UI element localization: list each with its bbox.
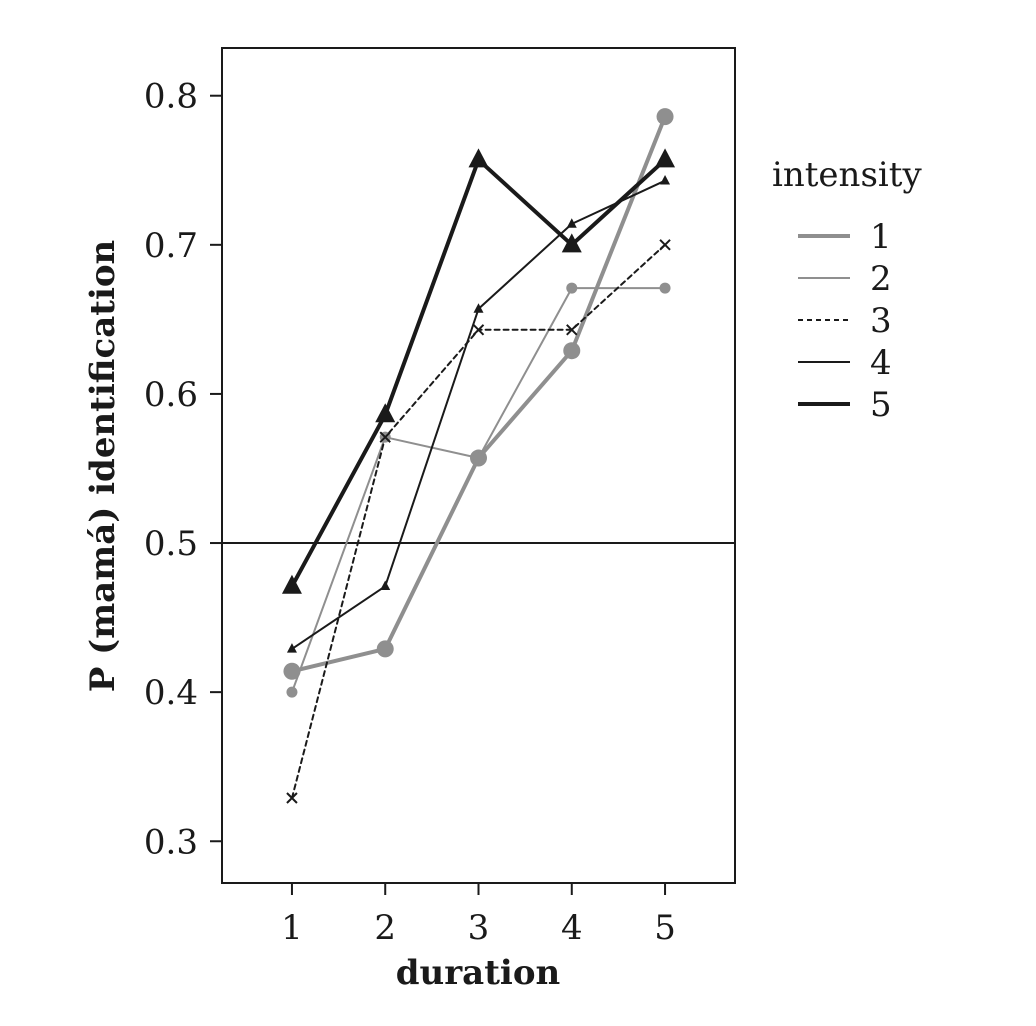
data-point-series-3 (566, 324, 578, 336)
x-axis: 1 2 3 4 5 (281, 883, 676, 948)
data-point-series-3 (286, 792, 298, 804)
data-point-series-1 (376, 640, 394, 658)
y-tick-label: 0.4 (144, 673, 198, 713)
series-line-3 (291, 243, 666, 799)
data-point-series-1 (283, 662, 301, 680)
legend-label-1: 1 (870, 217, 892, 257)
data-point-series-1 (563, 342, 581, 360)
y-axis-title: P (mamá) identification (83, 240, 123, 693)
y-tick-label: 0.6 (144, 375, 198, 415)
data-point-series-3 (659, 239, 671, 251)
x-tick-label: 3 (468, 908, 490, 948)
data-point-series-4 (380, 580, 391, 591)
series-line-1 (290, 114, 667, 674)
data-point-series-4 (473, 303, 484, 313)
data-point-series-5 (375, 403, 396, 423)
data-point-series-5 (468, 148, 489, 168)
series-markers (281, 108, 676, 804)
data-point-series-4 (286, 643, 297, 653)
y-tick-label: 0.8 (144, 77, 198, 117)
data-point-series-3 (472, 324, 485, 336)
y-tick-label: 0.5 (144, 524, 198, 564)
legend-title: intensity (772, 155, 922, 195)
data-point-series-2 (659, 282, 671, 294)
data-point-series-2 (286, 686, 298, 698)
x-axis-title: duration (396, 953, 560, 993)
data-point-series-1 (656, 108, 674, 126)
x-tick-label: 5 (654, 908, 676, 948)
y-axis: 0.3 0.4 0.5 0.6 0.7 0.8 (144, 77, 222, 862)
y-tick-label: 0.7 (144, 226, 198, 266)
legend-label-3: 3 (870, 301, 892, 341)
data-point-series-4 (660, 174, 671, 185)
data-point-series-5 (655, 148, 676, 168)
data-point-series-5 (281, 574, 302, 594)
x-tick-label: 1 (281, 908, 303, 948)
legend-label-2: 2 (870, 259, 892, 299)
legend-label-4: 4 (870, 343, 892, 383)
data-point-series-5 (561, 233, 582, 253)
data-point-series-2 (473, 452, 484, 464)
series-line-5 (290, 157, 667, 589)
y-tick-label: 0.3 (144, 822, 198, 862)
x-tick-label: 2 (374, 908, 396, 948)
data-point-series-3 (379, 431, 391, 443)
legend-label-5: 5 (870, 385, 892, 425)
data-point-series-4 (566, 218, 577, 228)
data-point-series-2 (566, 282, 578, 294)
x-tick-label: 4 (561, 908, 583, 948)
series-line-2 (291, 287, 666, 694)
